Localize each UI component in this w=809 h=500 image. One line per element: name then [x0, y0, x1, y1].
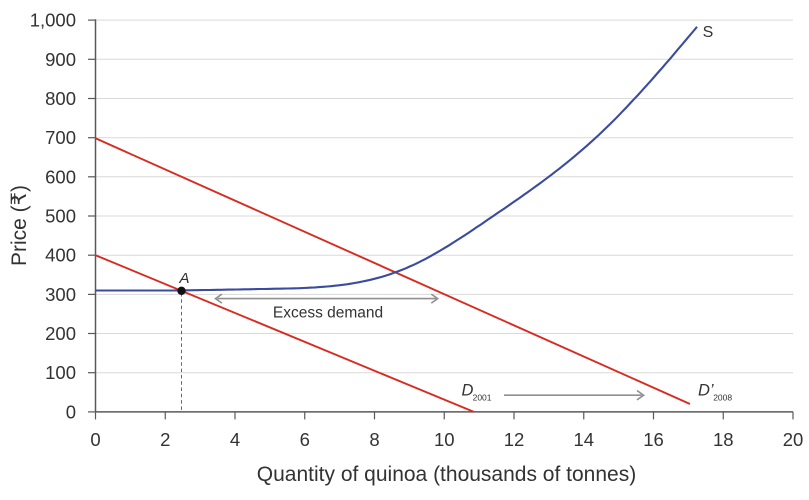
svg-text:400: 400	[45, 245, 76, 266]
svg-text:16: 16	[643, 429, 664, 450]
svg-text:800: 800	[45, 88, 76, 109]
svg-text:0: 0	[66, 401, 76, 422]
svg-text:300: 300	[45, 284, 76, 305]
svg-text:200: 200	[45, 323, 76, 344]
svg-text:1,000: 1,000	[30, 10, 76, 31]
svg-text:2: 2	[160, 429, 170, 450]
svg-text:2001: 2001	[473, 392, 492, 402]
svg-text:10: 10	[434, 429, 455, 450]
svg-text:14: 14	[573, 429, 594, 450]
svg-text:12: 12	[504, 429, 525, 450]
svg-text:0: 0	[90, 429, 100, 450]
svg-text:D’: D’	[698, 381, 714, 399]
svg-text:900: 900	[45, 49, 76, 70]
svg-text:A: A	[178, 270, 189, 287]
svg-text:Price (₹): Price (₹)	[8, 185, 31, 266]
svg-text:Quantity of quinoa (thousands: Quantity of quinoa (thousands of tonnes)	[257, 463, 636, 486]
svg-text:100: 100	[45, 362, 76, 383]
svg-text:6: 6	[300, 429, 310, 450]
svg-text:D: D	[462, 381, 474, 399]
svg-text:S: S	[703, 24, 714, 41]
svg-text:18: 18	[713, 429, 734, 450]
svg-text:500: 500	[45, 206, 76, 227]
svg-text:20: 20	[783, 429, 804, 450]
svg-text:4: 4	[230, 429, 240, 450]
svg-text:600: 600	[45, 166, 76, 187]
svg-text:2008: 2008	[713, 392, 732, 402]
svg-text:700: 700	[45, 127, 76, 148]
svg-text:Excess demand: Excess demand	[273, 305, 383, 322]
svg-text:8: 8	[369, 429, 379, 450]
